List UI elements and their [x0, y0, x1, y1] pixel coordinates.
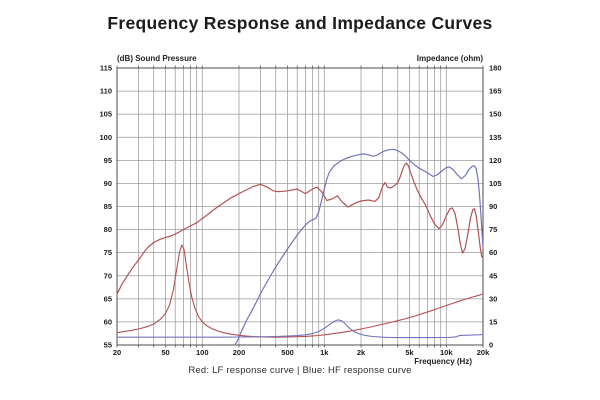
right-axis-title: Impedance (ohm) [417, 54, 484, 63]
plot-border [116, 67, 484, 346]
left-tick-label: 85 [104, 202, 112, 211]
left-tick-label: 90 [104, 179, 112, 188]
tick-labels-layer: 1151101051009590858075706560551801651501… [99, 64, 501, 358]
hf-response-curve [234, 148, 484, 346]
left-tick-label: 70 [104, 271, 112, 280]
right-tick-label: 105 [489, 179, 502, 188]
right-tick-label: 0 [489, 341, 493, 350]
right-tick-label: 75 [489, 225, 497, 234]
bottom-axis-title: Frequency (Hz) [414, 357, 472, 366]
lf-response-curve [116, 162, 484, 295]
right-tick-label: 150 [489, 110, 502, 119]
left-tick-label: 75 [104, 248, 112, 257]
left-tick-label: 100 [99, 133, 112, 142]
hf-impedance-curve [116, 319, 484, 339]
bottom-tick-label: 2k [357, 348, 366, 357]
left-tick-label: 105 [99, 110, 112, 119]
right-tick-label: 30 [489, 294, 497, 303]
bottom-tick-label: 1k [320, 348, 329, 357]
left-tick-label: 95 [104, 156, 112, 165]
left-tick-label: 60 [104, 317, 112, 326]
left-tick-label: 55 [104, 341, 112, 350]
series-layer [116, 148, 484, 346]
left-tick-label: 110 [100, 87, 112, 96]
right-tick-label: 120 [489, 156, 502, 165]
left-tick-label: 65 [104, 294, 112, 303]
bottom-tick-label: 200 [233, 348, 246, 357]
bottom-tick-label: 10k [440, 348, 453, 357]
left-axis-title: (dB) Sound Pressure [117, 54, 197, 63]
right-tick-label: 165 [489, 87, 502, 96]
bottom-tick-label: 50 [161, 348, 169, 357]
right-tick-label: 45 [489, 271, 497, 280]
page-title: Frequency Response and Impedance Curves [107, 13, 493, 33]
bottom-tick-label: 20 [113, 348, 121, 357]
right-tick-label: 180 [489, 64, 502, 73]
bottom-tick-label: 20k [477, 348, 490, 357]
right-tick-label: 90 [489, 202, 497, 211]
bottom-tick-label: 100 [196, 348, 209, 357]
right-tick-label: 135 [489, 133, 502, 142]
right-tick-label: 60 [489, 248, 497, 257]
lf-impedance-curve [116, 244, 484, 338]
bottom-tick-label: 500 [281, 348, 294, 357]
bottom-tick-label: 5k [405, 348, 414, 357]
grid-layer [116, 65, 484, 348]
left-tick-label: 80 [104, 225, 112, 234]
chart-caption: Red: LF response curve | Blue: HF respon… [188, 365, 412, 376]
right-tick-label: 15 [489, 317, 497, 326]
left-tick-label: 115 [100, 64, 112, 73]
